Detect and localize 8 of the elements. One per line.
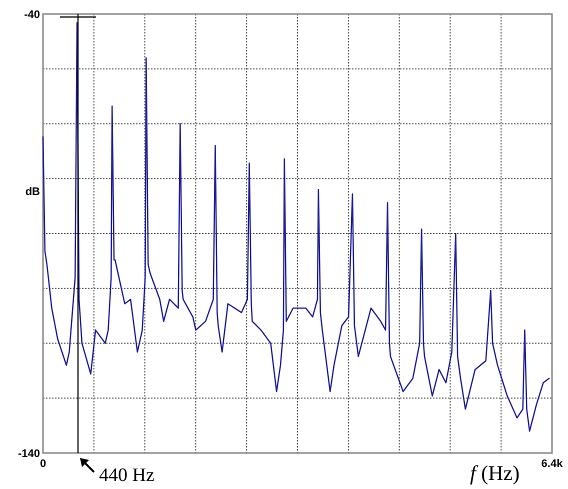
y-tick-label: -40 [24,8,40,21]
y-axis-title: dB [25,186,40,198]
legend-label: 440 Hz [98,465,154,486]
line-series [42,22,550,432]
x-tick-label: 0 [40,458,46,470]
y-tick-label: -140 [18,448,40,460]
x-axis-title: f (Hz) [470,461,520,485]
x-tick-label: 6.4k [541,458,564,470]
